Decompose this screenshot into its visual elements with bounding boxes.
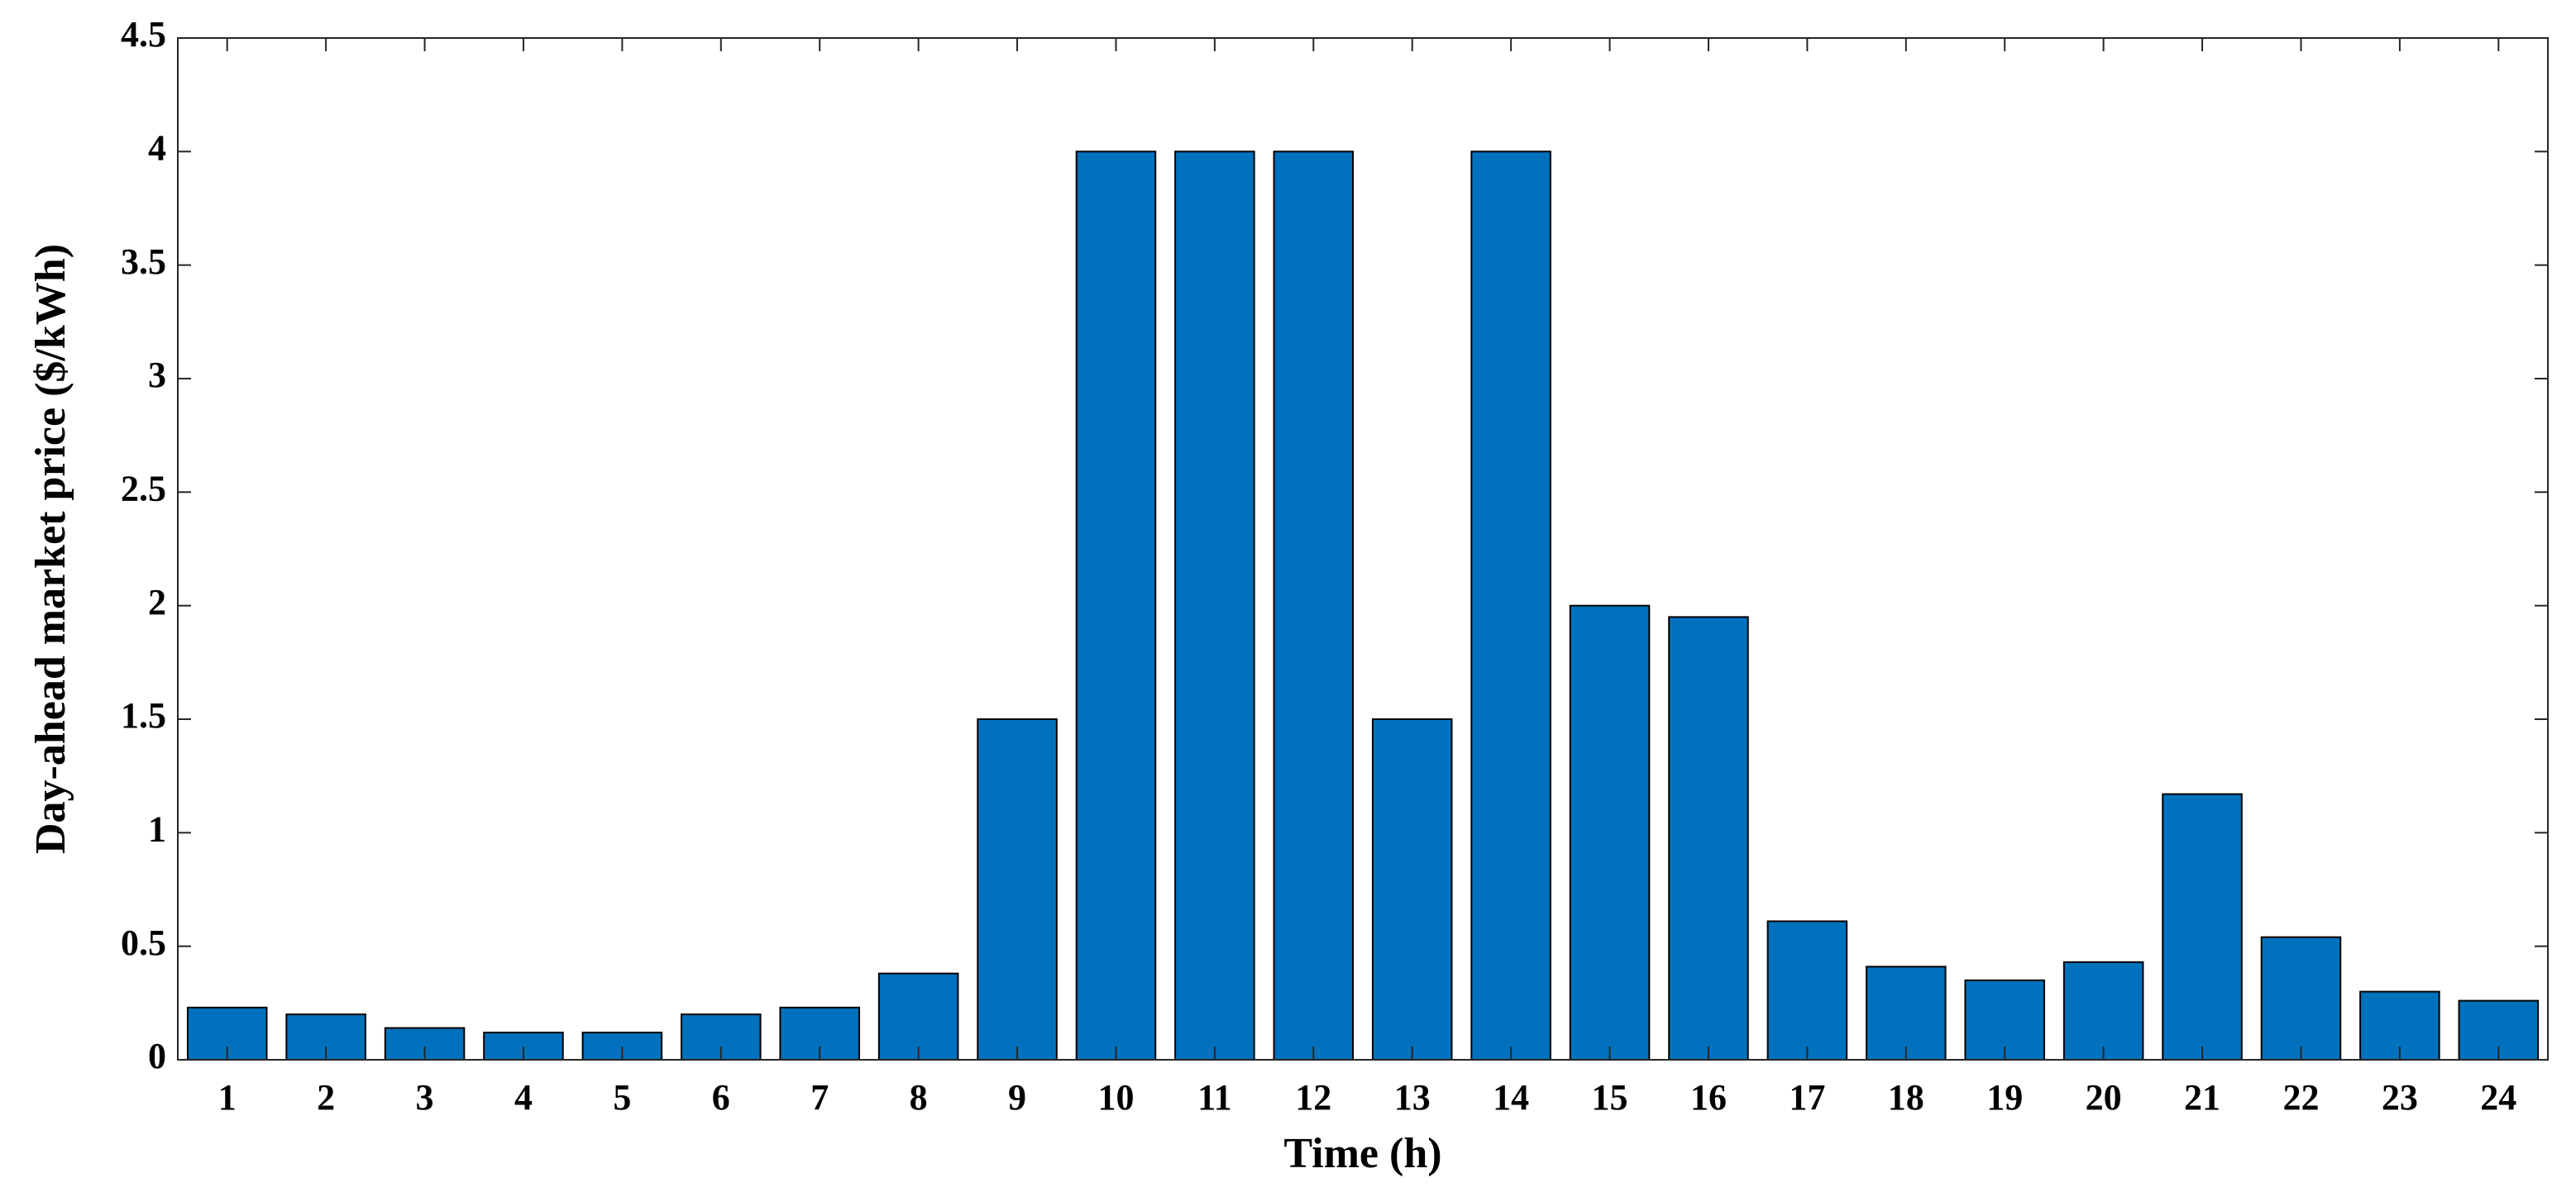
y-tick-label: 1.5 — [121, 695, 166, 736]
bar — [1964, 979, 2045, 1061]
bar — [1174, 150, 1255, 1061]
y-tick-label: 1 — [148, 808, 166, 849]
x-tick-label: 7 — [810, 1077, 829, 1118]
bar — [977, 718, 1058, 1061]
y-tick-label: 2.5 — [121, 468, 166, 508]
x-tick-label: 8 — [910, 1077, 928, 1118]
y-tick-label: 2 — [148, 582, 166, 622]
x-tick-label: 20 — [2086, 1077, 2122, 1118]
x-tick-label: 3 — [416, 1077, 434, 1118]
bar — [2062, 961, 2144, 1061]
bar — [1371, 718, 1453, 1061]
bar — [1668, 616, 1749, 1061]
y-tick-label: 4.5 — [121, 14, 166, 55]
x-tick-label: 17 — [1789, 1077, 1825, 1118]
y-tick-label: 0 — [148, 1036, 166, 1076]
bar — [2162, 793, 2243, 1061]
y-tick-label: 3 — [148, 355, 166, 395]
y-tick-label: 0.5 — [121, 923, 166, 963]
x-tick-label: 16 — [1690, 1077, 1727, 1118]
x-tick-label: 2 — [317, 1077, 335, 1118]
y-tick-label: 3.5 — [121, 241, 166, 282]
x-tick-label: 9 — [1008, 1077, 1026, 1118]
bar — [1569, 604, 1651, 1061]
y-axis-label: Day-ahead market price ($/kWh) — [27, 244, 74, 854]
x-tick-label: 19 — [1986, 1077, 2023, 1118]
bar — [2260, 936, 2342, 1061]
plot-frame — [177, 37, 2549, 1061]
x-tick-label: 11 — [1197, 1077, 1232, 1118]
x-tick-label: 18 — [1888, 1077, 1924, 1118]
bar — [1470, 150, 1551, 1061]
bar — [1075, 150, 1157, 1061]
x-tick-label: 12 — [1295, 1077, 1331, 1118]
x-tick-label: 24 — [2480, 1077, 2516, 1118]
x-tick-label: 14 — [1493, 1077, 1529, 1118]
x-axis-label: Time (h) — [1283, 1130, 1441, 1177]
x-tick-label: 1 — [218, 1077, 237, 1118]
x-tick-label: 15 — [1592, 1077, 1628, 1118]
x-tick-label: 21 — [2184, 1077, 2220, 1118]
bar — [1866, 966, 1947, 1061]
bar — [877, 972, 959, 1061]
x-tick-label: 22 — [2282, 1077, 2319, 1118]
x-tick-label: 10 — [1097, 1077, 1134, 1118]
x-tick-label: 13 — [1394, 1077, 1431, 1118]
bar — [1273, 150, 1355, 1061]
x-tick-label: 4 — [514, 1077, 533, 1118]
bar — [1766, 920, 1848, 1061]
x-tick-label: 5 — [613, 1077, 631, 1118]
x-tick-label: 23 — [2382, 1077, 2418, 1118]
y-tick-label: 4 — [148, 127, 166, 168]
x-tick-label: 6 — [712, 1077, 730, 1118]
